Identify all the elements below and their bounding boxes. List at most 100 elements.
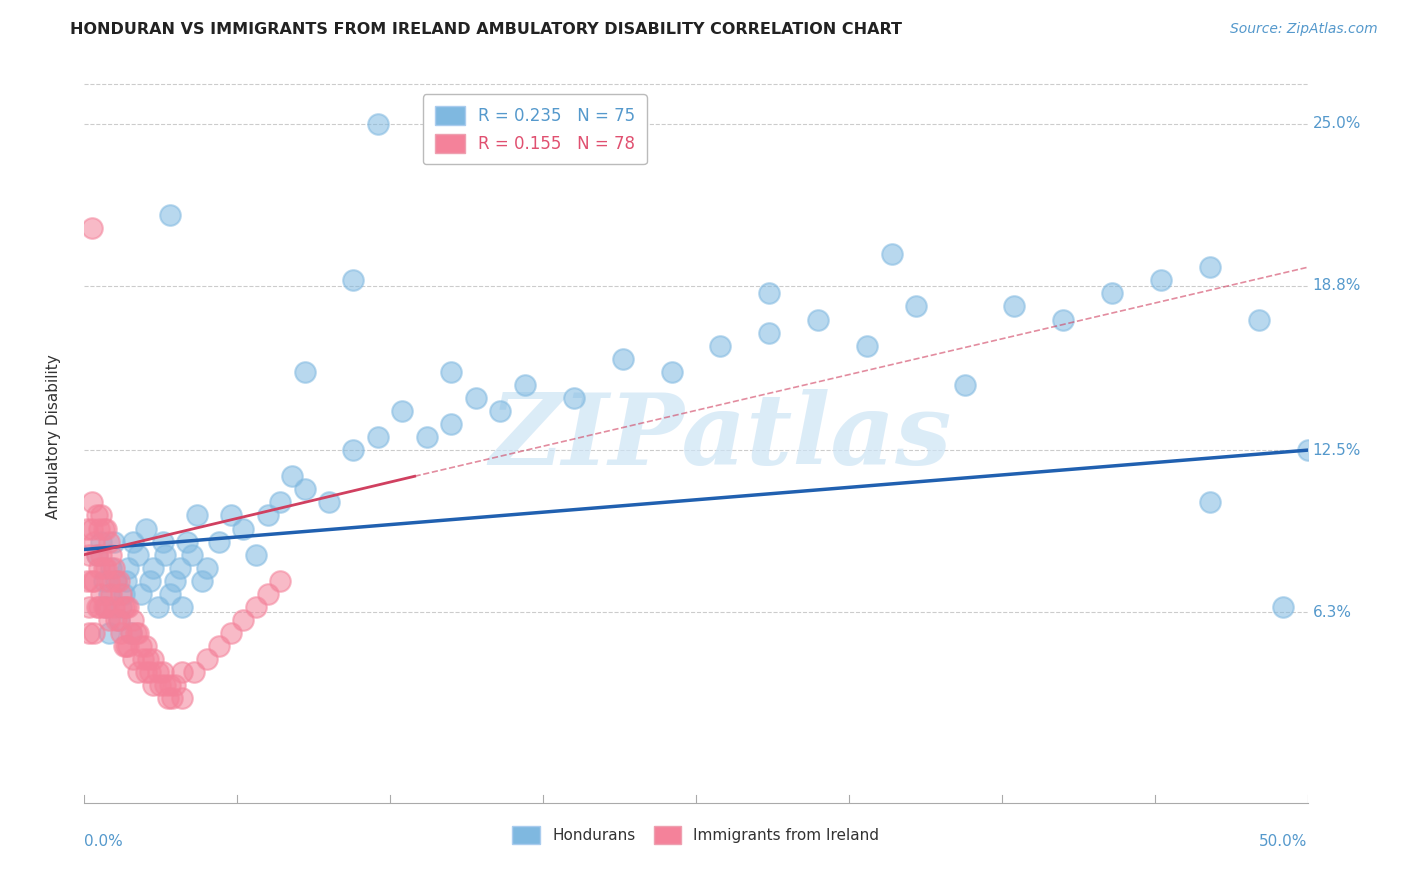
Point — [97, 534, 120, 549]
Point — [269, 574, 291, 588]
Point — [86, 508, 108, 523]
Point — [93, 599, 115, 614]
Point — [142, 560, 165, 574]
Point — [135, 665, 157, 680]
Point — [195, 652, 218, 666]
Point — [163, 678, 186, 692]
Point — [281, 469, 304, 483]
Point — [77, 548, 100, 562]
Point — [152, 534, 174, 549]
Text: ZIPatlas: ZIPatlas — [489, 389, 952, 485]
Point — [135, 639, 157, 653]
Text: Ambulatory Disability: Ambulatory Disability — [46, 355, 62, 519]
Point — [1247, 312, 1270, 326]
Point — [90, 508, 112, 523]
Point — [391, 404, 413, 418]
Point — [90, 534, 112, 549]
Point — [232, 613, 254, 627]
Point — [146, 599, 169, 614]
Point — [112, 639, 135, 653]
Point — [464, 391, 486, 405]
Point — [93, 560, 115, 574]
Point — [191, 574, 214, 588]
Point — [186, 508, 208, 523]
Point — [142, 678, 165, 692]
Point — [758, 326, 780, 340]
Point — [953, 377, 976, 392]
Point — [110, 599, 132, 614]
Point — [149, 678, 172, 692]
Point — [1296, 443, 1319, 458]
Point — [1198, 495, 1220, 509]
Point — [117, 560, 139, 574]
Point — [562, 391, 585, 405]
Point — [219, 508, 242, 523]
Point — [318, 495, 340, 509]
Point — [856, 339, 879, 353]
Point — [77, 599, 100, 614]
Point — [294, 483, 316, 497]
Point — [100, 560, 122, 574]
Point — [100, 587, 122, 601]
Point — [367, 430, 389, 444]
Point — [86, 548, 108, 562]
Point — [176, 534, 198, 549]
Point — [120, 626, 142, 640]
Point — [195, 560, 218, 574]
Point — [132, 652, 155, 666]
Point — [489, 404, 512, 418]
Point — [169, 560, 191, 574]
Point — [905, 300, 928, 314]
Point — [122, 652, 145, 666]
Point — [172, 599, 194, 614]
Point — [142, 652, 165, 666]
Point — [294, 365, 316, 379]
Point — [367, 117, 389, 131]
Point — [269, 495, 291, 509]
Point — [1272, 599, 1295, 614]
Point — [112, 587, 135, 601]
Point — [80, 574, 103, 588]
Point — [257, 508, 280, 523]
Point — [245, 599, 267, 614]
Point — [100, 548, 122, 562]
Point — [107, 613, 129, 627]
Point — [1150, 273, 1173, 287]
Point — [208, 534, 231, 549]
Point — [245, 548, 267, 562]
Point — [83, 574, 105, 588]
Point — [139, 665, 162, 680]
Point — [103, 599, 125, 614]
Point — [77, 626, 100, 640]
Point — [80, 495, 103, 509]
Point — [139, 574, 162, 588]
Text: 0.0%: 0.0% — [84, 834, 124, 849]
Point — [87, 521, 110, 535]
Point — [1052, 312, 1074, 326]
Text: 25.0%: 25.0% — [1312, 116, 1361, 131]
Point — [127, 665, 149, 680]
Point — [107, 574, 129, 588]
Point — [880, 247, 903, 261]
Point — [136, 652, 159, 666]
Text: 6.3%: 6.3% — [1312, 605, 1351, 620]
Point — [440, 365, 463, 379]
Point — [146, 665, 169, 680]
Point — [103, 560, 125, 574]
Point — [93, 574, 115, 588]
Point — [80, 221, 103, 235]
Point — [122, 534, 145, 549]
Point — [440, 417, 463, 431]
Point — [709, 339, 731, 353]
Point — [257, 587, 280, 601]
Point — [127, 548, 149, 562]
Text: 50.0%: 50.0% — [1260, 834, 1308, 849]
Legend: Hondurans, Immigrants from Ireland: Hondurans, Immigrants from Ireland — [506, 820, 886, 850]
Point — [172, 665, 194, 680]
Point — [97, 626, 120, 640]
Point — [76, 574, 98, 588]
Point — [758, 286, 780, 301]
Point — [342, 443, 364, 458]
Point — [513, 377, 536, 392]
Point — [110, 587, 132, 601]
